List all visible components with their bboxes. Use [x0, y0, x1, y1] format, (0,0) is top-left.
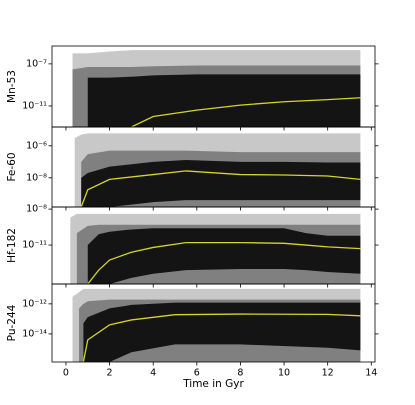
- plot-area: [74, 133, 361, 207]
- y-tick-label: 10⁻⁸: [26, 204, 47, 215]
- band: [81, 159, 361, 207]
- median-line: [131, 97, 361, 127]
- y-tick-label: 10⁻⁶: [26, 140, 47, 151]
- y-tick-label: 10⁻⁸: [26, 172, 47, 183]
- y-axis-label: Hf-182: [6, 228, 18, 263]
- axes-frame: [51, 283, 376, 363]
- band: [87, 74, 361, 127]
- x-tick-label: 6: [194, 368, 200, 379]
- x-tick-label: 8: [237, 368, 243, 379]
- y-axis-label: Fe-60: [6, 152, 18, 181]
- y-tick-label: 10⁻¹¹: [22, 100, 47, 111]
- y-axis-label: Mn-53: [6, 70, 18, 103]
- y-axis-label: Pu-244: [6, 304, 18, 341]
- x-axis-label: Time in Gyr: [182, 378, 244, 390]
- median-line: [87, 241, 361, 284]
- x-tick-label: 12: [322, 368, 334, 379]
- x-tick-label: 4: [150, 368, 156, 379]
- y-tick-label: 10⁻¹¹: [22, 240, 47, 251]
- median-line: [80, 170, 361, 207]
- plot-area: [70, 213, 361, 284]
- y-tick-label: 10⁻¹⁴: [22, 328, 47, 339]
- x-tick-label: 14: [365, 368, 377, 379]
- band: [87, 228, 361, 284]
- plot-area: [72, 288, 361, 362]
- plot-area: [72, 50, 361, 127]
- median-line: [82, 313, 361, 362]
- x-tick-label: 2: [107, 368, 113, 379]
- x-tick-label: 10: [278, 368, 290, 379]
- x-tick-label: 0: [63, 368, 69, 379]
- y-tick-label: 10⁻⁷: [26, 58, 47, 69]
- y-tick-label: 10⁻¹²: [22, 298, 47, 309]
